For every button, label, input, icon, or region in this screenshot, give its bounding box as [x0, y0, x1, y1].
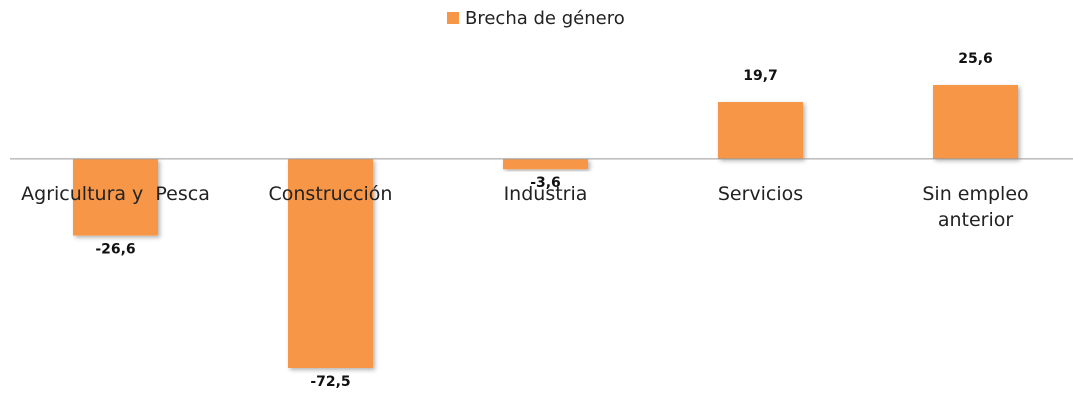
bar	[933, 85, 1018, 159]
bar	[718, 102, 803, 159]
data-label: -26,6	[95, 242, 135, 258]
x-tick-label: Sin empleo anterior	[922, 182, 1029, 231]
bar	[73, 158, 158, 236]
bar	[288, 158, 373, 368]
x-tick-label: Industria	[503, 182, 588, 205]
data-label: -3,6	[530, 175, 561, 191]
x-tick-label: Servicios	[717, 182, 804, 205]
legend-label: Brecha de género	[465, 8, 625, 29]
bar	[503, 158, 588, 170]
x-tick-label: Construcción	[268, 182, 393, 205]
data-label: 19,7	[743, 68, 778, 84]
legend-swatch	[447, 12, 459, 24]
data-label: 25,6	[958, 51, 993, 67]
x-tick-label: Agricultura y Pesca	[21, 182, 210, 205]
data-label: -72,5	[310, 374, 350, 390]
